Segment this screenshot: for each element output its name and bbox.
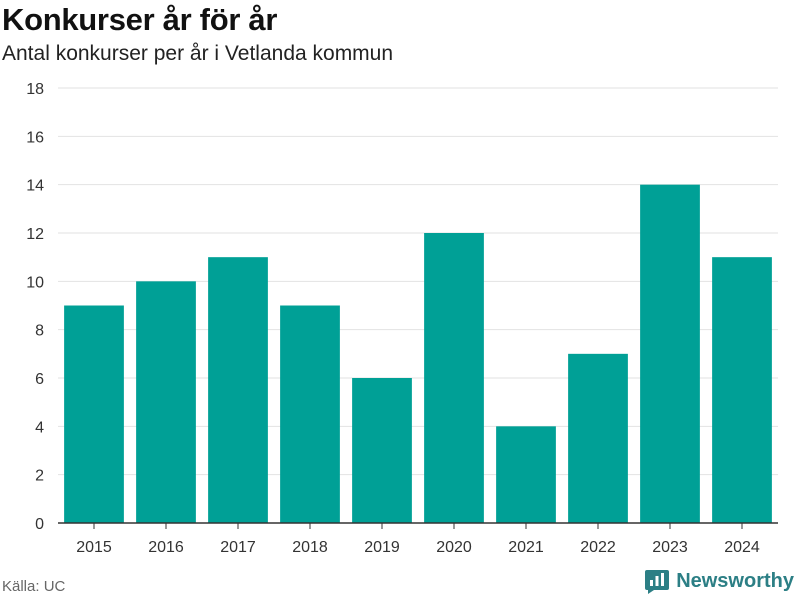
chart-subtitle: Antal konkurser per år i Vetlanda kommun <box>2 42 394 65</box>
x-tick-label: 2017 <box>220 539 256 556</box>
newsworthy-logo-icon <box>645 570 670 594</box>
bar <box>424 233 484 523</box>
y-tick-label: 6 <box>35 371 44 388</box>
bar <box>352 378 412 523</box>
y-tick-label: 18 <box>26 81 44 98</box>
x-tick-label: 2020 <box>436 539 472 556</box>
brand-name: Newsworthy <box>676 569 794 592</box>
bar <box>64 305 124 523</box>
bar <box>568 353 628 523</box>
bar <box>712 257 772 523</box>
x-tick-label: 2016 <box>148 539 184 556</box>
x-tick-label: 2018 <box>292 539 328 556</box>
x-tick-label: 2021 <box>508 539 544 556</box>
bar <box>496 426 556 523</box>
y-tick-label: 10 <box>26 274 44 291</box>
chart-title: Konkurser år för år <box>2 2 278 37</box>
bar <box>136 281 196 523</box>
bar <box>280 305 340 523</box>
bar <box>640 184 700 523</box>
bar <box>208 257 268 523</box>
y-tick-label: 8 <box>35 323 44 340</box>
x-tick-label: 2023 <box>652 539 688 556</box>
brand-logo: Newsworthy <box>644 568 794 594</box>
y-tick-label: 12 <box>26 226 44 243</box>
x-tick-label: 2024 <box>724 539 760 556</box>
y-tick-label: 16 <box>26 129 44 146</box>
y-tick-label: 4 <box>35 419 44 436</box>
x-tick-label: 2015 <box>76 539 112 556</box>
y-tick-label: 0 <box>35 516 44 533</box>
x-tick-label: 2019 <box>364 539 400 556</box>
y-tick-label: 14 <box>26 178 44 195</box>
x-tick-label: 2022 <box>580 539 616 556</box>
y-tick-label: 2 <box>35 468 44 485</box>
source-note: Källa: UC <box>2 578 66 595</box>
